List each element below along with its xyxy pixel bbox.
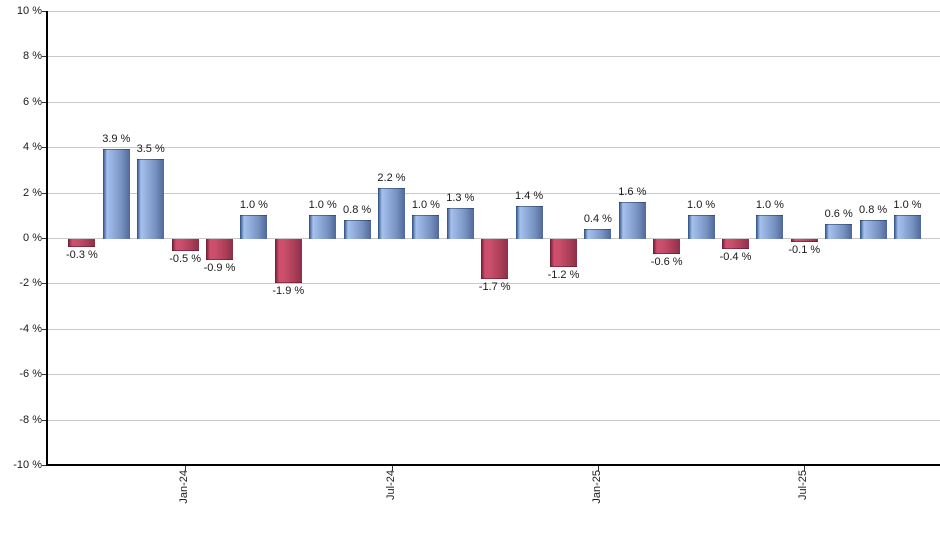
x-axis-tick	[185, 466, 187, 471]
gridline	[48, 419, 940, 421]
bar	[859, 219, 887, 239]
y-axis-tick-label: 6 %	[23, 95, 42, 108]
bar	[687, 215, 715, 239]
bar	[584, 228, 612, 239]
y-axis-tick	[42, 374, 48, 376]
bar-value-label: 1.3 %	[446, 192, 475, 205]
bar-value-label: 1.0 %	[755, 199, 784, 212]
x-axis-tick	[597, 466, 599, 471]
x-axis	[46, 464, 940, 466]
bar-value-label: 1.4 %	[515, 190, 544, 203]
gridline	[48, 374, 940, 376]
bar-value-label: 1.0 %	[239, 199, 268, 212]
y-axis-tick	[42, 283, 48, 285]
y-axis	[46, 11, 48, 465]
bar-value-label: 1.6 %	[618, 185, 647, 198]
gridline	[48, 101, 940, 103]
y-axis-tick-label: -4 %	[19, 322, 42, 335]
y-axis-tick-label: -10 %	[13, 459, 42, 471]
bar-value-label: 1.0 %	[687, 199, 716, 212]
y-axis-tick	[42, 11, 48, 12]
bar	[894, 215, 921, 239]
bar	[343, 219, 371, 239]
x-axis-tick-label: Jan-24	[178, 470, 191, 504]
gridline	[48, 238, 940, 239]
bar	[825, 224, 853, 239]
x-axis-tick-label: Jan-25	[590, 470, 603, 504]
x-axis-tick-label: Jul-24	[384, 470, 397, 500]
bar-value-label: 0.8 %	[343, 203, 372, 216]
y-axis-tick-label: 8 %	[23, 50, 42, 63]
x-axis-tick	[391, 466, 393, 471]
y-axis-tick-label: -2 %	[19, 277, 42, 290]
gridline	[48, 283, 940, 285]
bar	[171, 239, 199, 252]
bar	[515, 206, 543, 239]
bar-value-label: -0.1 %	[788, 244, 821, 257]
y-axis-tick	[42, 101, 48, 103]
bar-value-label: 2.2 %	[377, 172, 406, 185]
bar	[309, 215, 337, 239]
y-axis-tick	[42, 56, 48, 58]
x-axis-tick-label: Jul-25	[797, 470, 810, 500]
y-axis-tick	[42, 465, 48, 466]
y-axis-tick-label: -8 %	[19, 413, 42, 426]
bar-value-label: 0.6 %	[824, 208, 853, 221]
bar-value-label: 0.8 %	[859, 203, 888, 216]
bar-value-label: 1.0 %	[893, 199, 922, 212]
bar-value-label: -0.3 %	[65, 248, 98, 261]
bar	[378, 188, 405, 239]
bar	[618, 201, 646, 239]
bar	[550, 239, 577, 268]
y-axis-tick	[42, 328, 48, 330]
bar-value-label: -1.2 %	[547, 269, 580, 282]
bar-value-label: -1.9 %	[272, 285, 305, 298]
y-axis-tick	[42, 192, 48, 194]
y-axis-tick	[42, 147, 48, 149]
bar	[446, 208, 474, 239]
bar-value-label: 3.5 %	[136, 142, 165, 155]
bar-value-label: -0.4 %	[719, 251, 752, 264]
bar-value-label: -1.7 %	[478, 280, 511, 293]
bar	[274, 239, 302, 284]
bar	[240, 215, 268, 239]
bar	[137, 158, 165, 239]
bar	[206, 239, 233, 261]
bar	[412, 215, 440, 239]
y-axis-tick-label: 0 %	[23, 232, 42, 244]
bar-value-label: 3.9 %	[102, 133, 131, 146]
bar	[68, 239, 96, 247]
gridline	[48, 56, 940, 58]
x-axis-tick	[804, 466, 806, 471]
bar	[790, 239, 818, 243]
bar	[722, 239, 749, 250]
gridline	[48, 147, 940, 149]
bar	[653, 239, 681, 254]
gridline	[48, 11, 940, 12]
bar-value-label: -0.5 %	[169, 253, 201, 266]
y-axis-tick-label: -6 %	[19, 368, 42, 381]
gridline	[48, 328, 940, 330]
bar-value-label: -0.6 %	[650, 255, 683, 268]
y-axis-tick-label: 4 %	[23, 141, 42, 154]
bar-value-label: 0.4 %	[583, 212, 612, 225]
bar-value-label: 1.0 %	[308, 199, 337, 212]
bar	[102, 149, 130, 239]
bar	[756, 215, 784, 239]
bar-value-label: 1.0 %	[411, 199, 440, 212]
gridline	[48, 192, 940, 194]
y-axis-tick-label: 10 %	[16, 5, 42, 17]
y-axis-tick	[42, 419, 48, 421]
y-axis-tick-label: 2 %	[23, 186, 42, 199]
bar-value-label: -0.9 %	[203, 262, 236, 275]
bar	[481, 239, 509, 279]
y-axis-tick	[42, 238, 48, 239]
